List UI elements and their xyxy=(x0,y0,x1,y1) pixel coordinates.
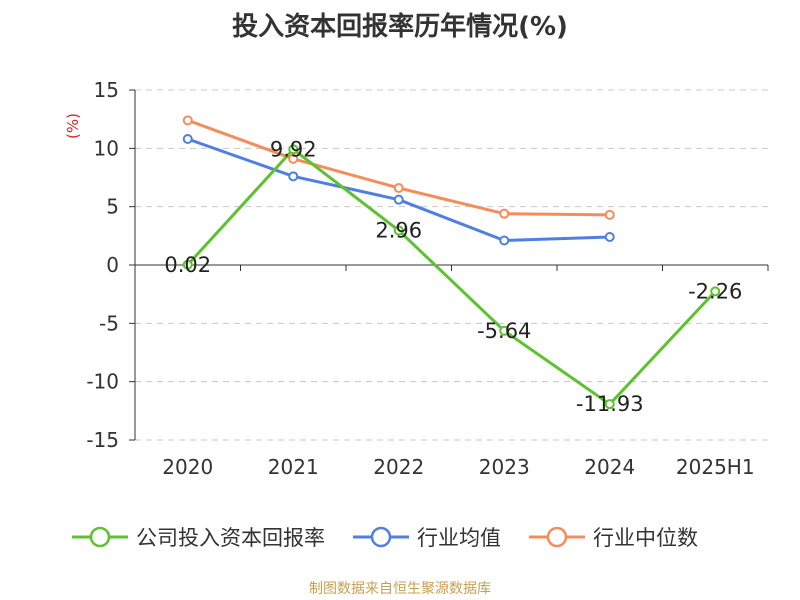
y-tick-label: -15 xyxy=(86,428,119,452)
data-point xyxy=(393,194,404,205)
data-point xyxy=(182,259,193,270)
x-tick-label: 2025H1 xyxy=(676,455,755,479)
data-point xyxy=(393,225,404,236)
data-label: 2.96 xyxy=(375,218,422,242)
y-tick-label: 15 xyxy=(94,78,119,102)
data-point xyxy=(604,232,615,242)
legend-item[interactable]: 行业中位数 xyxy=(527,522,698,552)
data-label: 0.02 xyxy=(164,253,211,277)
data-point xyxy=(288,171,299,182)
data-point xyxy=(288,153,299,164)
legend: 公司投入资本回报率 行业均值 行业中位数 xyxy=(70,520,770,554)
y-tick-label: -5 xyxy=(99,311,119,335)
data-label: 9.92 xyxy=(270,137,317,161)
legend-label: 公司投入资本回报率 xyxy=(136,526,325,550)
y-tick-label: 10 xyxy=(94,136,119,160)
data-point xyxy=(288,144,299,155)
data-point xyxy=(499,325,510,336)
data-label: -5.64 xyxy=(477,319,531,343)
data-point xyxy=(499,235,510,246)
source-note: 制图数据来自恒生聚源数据库 xyxy=(309,581,491,597)
data-point xyxy=(604,209,615,220)
x-tick-label: 2022 xyxy=(373,455,424,479)
series-line xyxy=(186,147,717,406)
x-tick-label: 2020 xyxy=(162,455,213,479)
data-point xyxy=(182,134,193,144)
y-tick-label: 5 xyxy=(106,195,119,219)
data-label: -2.26 xyxy=(688,279,742,303)
legend-marker-icon xyxy=(353,526,409,548)
legend-marker-icon xyxy=(529,526,585,548)
data-point xyxy=(604,399,615,410)
y-tick-label: -10 xyxy=(86,370,119,394)
y-tick-label: 0 xyxy=(106,253,119,277)
legend-item[interactable]: 公司投入资本回报率 xyxy=(70,522,325,552)
chart-title: 投入资本回报率历年情况(%) xyxy=(232,12,568,42)
x-tick-label: 2023 xyxy=(479,455,530,479)
data-point xyxy=(499,208,510,219)
data-point xyxy=(393,183,404,193)
legend-label: 行业均值 xyxy=(417,526,501,550)
legend-label: 行业中位数 xyxy=(593,526,698,550)
y-axis-label: (%) xyxy=(64,113,82,139)
x-tick-label: 2021 xyxy=(268,455,319,479)
data-label: -11.93 xyxy=(576,392,644,416)
x-tick-label: 2024 xyxy=(584,455,635,479)
data-point xyxy=(710,286,721,297)
legend-item[interactable]: 行业均值 xyxy=(351,522,501,552)
data-point xyxy=(182,115,193,126)
legend-marker-icon xyxy=(72,526,128,548)
